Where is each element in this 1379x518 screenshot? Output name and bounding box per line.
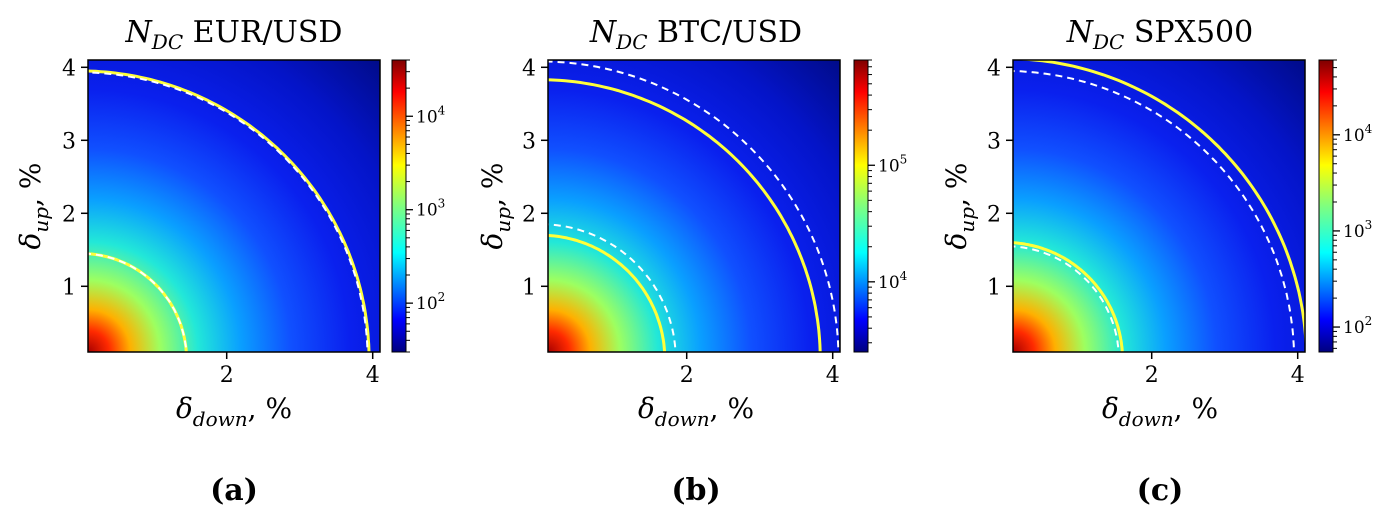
y-axis-label: δup, % (476, 163, 515, 250)
title-text: EUR/USD (183, 15, 342, 50)
y-label-unit: , % (476, 163, 509, 207)
panel-label: (a) (210, 473, 258, 508)
dashed-white-contour (548, 60, 840, 352)
colorbar (1318, 59, 1334, 353)
colorbar-tick-label: 104 (1343, 122, 1373, 146)
colorbar-tick-label: 103 (1343, 218, 1372, 242)
y-tick-label: 4 (987, 56, 1001, 81)
panel-title: NDC SPX500 (1066, 15, 1254, 54)
colorbar (391, 59, 407, 353)
panel-title: NDC BTC/USD (589, 15, 802, 54)
x-label-symbol: δ (1102, 392, 1119, 425)
y-tick-label: 2 (522, 202, 536, 227)
title-subscript: DC (615, 30, 647, 54)
plot-frame (547, 59, 841, 353)
title-text: BTC/USD (648, 15, 803, 50)
x-tick-label: 2 (1145, 363, 1159, 388)
heatmap-field (548, 60, 840, 352)
heatmap-area: 2 4 1 2 3 4 102 103 104 (62, 56, 446, 388)
colorbar-tick-label: 104 (878, 269, 908, 293)
title-symbol: N (125, 15, 154, 50)
panel-title: NDC EUR/USD (125, 15, 343, 54)
x-tick-label: 2 (220, 363, 234, 388)
y-tick-label: 2 (987, 202, 1001, 227)
panel-label: (b) (671, 473, 720, 508)
heatmap-field (1013, 60, 1305, 352)
solid-yellow-contour (1013, 241, 1124, 352)
x-label-subscript: down (193, 407, 248, 431)
colorbar-tick-label: 104 (416, 103, 446, 127)
x-tick-label: 2 (680, 363, 694, 388)
x-tick-label: 4 (366, 363, 380, 388)
dashed-white-contour (1013, 70, 1295, 352)
colorbar (853, 59, 869, 353)
x-label-unit: , % (248, 392, 292, 425)
y-label-symbol: δ (14, 233, 47, 250)
y-label-subscript: up (29, 207, 53, 233)
x-axis-label: δdown, % (1102, 392, 1218, 431)
heatmap-area: 2 4 1 2 3 4 102 103 104 (987, 56, 1373, 388)
y-tick-label: 3 (62, 129, 76, 154)
y-axis-label: δup, % (940, 163, 979, 250)
solid-yellow-contour (1013, 60, 1305, 352)
title-symbol: N (1066, 15, 1095, 50)
y-tick-label: 3 (522, 129, 536, 154)
colorbar-tick-label: 105 (878, 152, 907, 176)
y-axis-label: δup, % (14, 163, 53, 250)
x-tick-label: 4 (826, 363, 840, 388)
y-tick-label: 1 (522, 275, 536, 300)
heatmap-field (88, 60, 380, 352)
x-label-symbol: δ (176, 392, 193, 425)
plot-frame (1012, 59, 1306, 353)
colorbar-tick-label: 102 (416, 290, 445, 314)
y-label-unit: , % (940, 163, 973, 207)
title-text: SPX500 (1124, 15, 1253, 50)
colorbar-tick-label: 103 (416, 197, 445, 221)
y-label-subscript: up (955, 207, 979, 233)
y-label-subscript: up (491, 207, 515, 233)
x-axis-label: δdown, % (176, 392, 292, 431)
title-subscript: DC (1092, 30, 1124, 54)
x-label-symbol: δ (638, 392, 655, 425)
y-tick-label: 4 (522, 56, 536, 81)
colorbar-tick-label: 102 (1343, 314, 1372, 338)
y-label-symbol: δ (940, 233, 973, 250)
solid-yellow-contour (88, 69, 371, 352)
y-label-symbol: δ (476, 233, 509, 250)
y-tick-label: 2 (62, 202, 76, 227)
dashed-white-contour (1013, 245, 1120, 352)
x-label-unit: , % (1174, 392, 1218, 425)
y-tick-label: 3 (987, 129, 1001, 154)
y-tick-label: 1 (987, 275, 1001, 300)
y-tick-label: 4 (62, 56, 76, 81)
panel-label: (c) (1137, 473, 1184, 508)
dashed-white-contour (88, 71, 369, 352)
heatmap-area: 2 4 1 2 3 4 104 105 (522, 56, 908, 388)
y-label-unit: , % (14, 163, 47, 207)
x-axis-label: δdown, % (638, 392, 754, 431)
dashed-white-contour (88, 252, 188, 352)
x-label-subscript: down (1119, 407, 1174, 431)
plot-frame (87, 59, 381, 353)
title-subscript: DC (151, 30, 183, 54)
title-symbol: N (589, 15, 618, 50)
solid-yellow-contour (548, 78, 822, 352)
x-tick-label: 4 (1291, 363, 1305, 388)
x-label-subscript: down (655, 407, 710, 431)
solid-yellow-contour (548, 233, 667, 352)
y-tick-label: 1 (62, 275, 76, 300)
x-label-unit: , % (710, 392, 754, 425)
